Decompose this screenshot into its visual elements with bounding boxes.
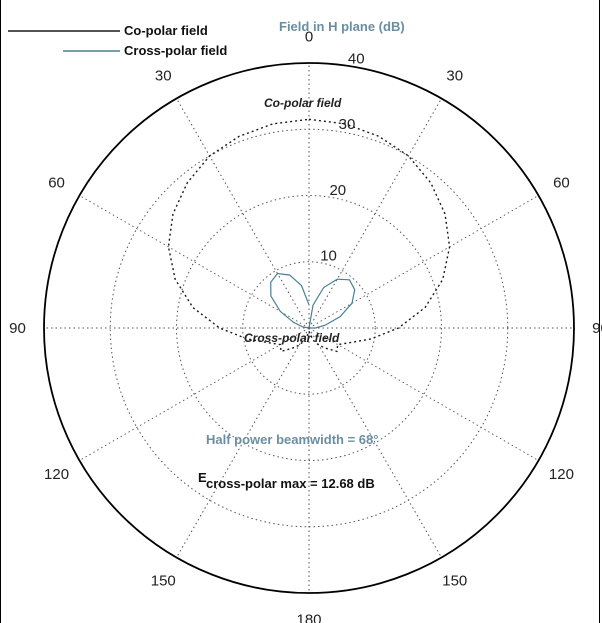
angle-tick-label: 90: [9, 320, 26, 337]
legend-label-co-polar: Co-polar field: [124, 23, 208, 38]
grid-spoke-150: [308, 327, 442, 558]
annotation-cross-polar-max: cross-polar max = 12.68 dB: [206, 476, 375, 491]
annotation-e-symbol: E: [198, 470, 207, 485]
angle-tick-label: 120: [44, 466, 69, 483]
grid-spoke-60: [308, 195, 539, 329]
angle-tick-label: 150: [442, 572, 467, 589]
radial-tick-label: 10: [320, 247, 337, 264]
angle-tick-label: 30: [155, 68, 172, 85]
angle-tick-label: 150: [151, 572, 176, 589]
radial-tick-label: 40: [348, 51, 365, 68]
grid-spoke-210: [176, 327, 310, 558]
outer-ring: [43, 62, 575, 594]
grid-spoke-120: [308, 327, 539, 461]
series-cross-polar: [270, 272, 356, 329]
label-layer: 0 30 60 90 120 150 180 150 120 90 60 30 10 20 30 40: [9, 29, 602, 623]
grid-ring-10: [242, 261, 376, 395]
angle-tick-label: 60: [553, 174, 570, 191]
angle-tick-label: 90: [592, 320, 602, 337]
angle-tick-label: 60: [48, 174, 65, 191]
radial-tick-label: 30: [339, 116, 356, 133]
angle-tick-label: 0: [305, 29, 313, 46]
grid-spoke-30: [308, 98, 442, 329]
annotation-cross-polar: Cross-polar field: [244, 331, 340, 345]
polar-grid: [43, 62, 575, 594]
series-co-polar: [167, 118, 451, 353]
annotation-beamwidth: Half power beamwidth = 68°: [206, 432, 378, 447]
chart-title: Field in H plane (dB): [279, 19, 405, 34]
angle-tick-label: 120: [549, 466, 574, 483]
grid-spoke-300: [79, 195, 310, 329]
grid-spoke-240: [79, 327, 310, 461]
legend: Co-polar field Cross-polar field: [8, 23, 227, 58]
series-layer: [167, 118, 451, 353]
grid-ring-20: [176, 195, 442, 461]
radial-tick-label: 20: [329, 182, 346, 199]
angle-tick-label: 30: [446, 68, 463, 85]
annotation-co-polar: Co-polar field: [264, 96, 342, 110]
legend-label-cross-polar: Cross-polar field: [124, 43, 227, 58]
grid-spoke-330: [176, 98, 310, 329]
angle-tick-label: 180: [296, 612, 321, 623]
